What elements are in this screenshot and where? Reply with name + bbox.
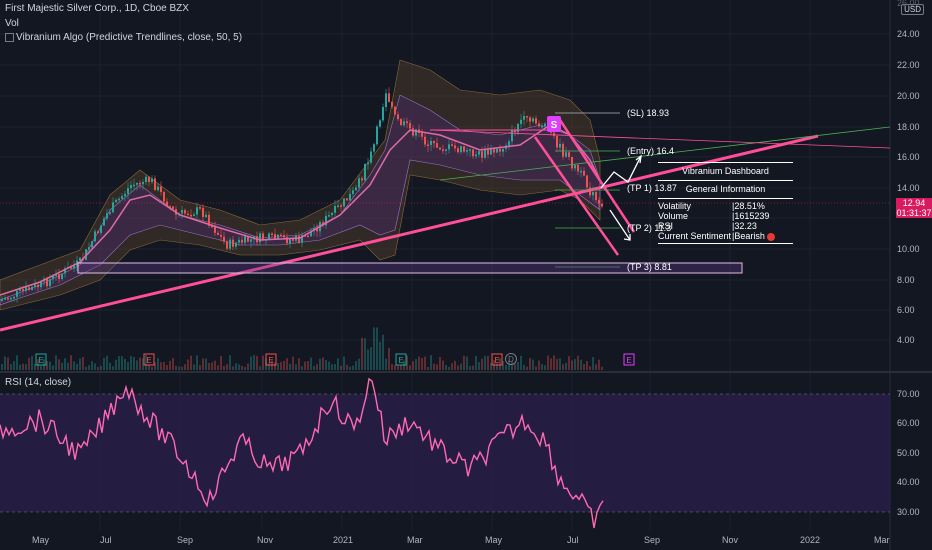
rsi-tick: 50.00	[897, 448, 920, 458]
price-tick: 18.00	[897, 122, 920, 132]
dashboard-row-volume: Volume | 1615239	[658, 211, 770, 221]
svg-text:E: E	[494, 356, 499, 365]
price-tick: 22.00	[897, 60, 920, 70]
dividend-marker: D	[505, 353, 517, 365]
tp3-label: (TP 3) 8.81	[627, 262, 672, 272]
dashboard-row-sentiment: Current Sentiment| Bearish	[658, 231, 793, 241]
rsi-line	[0, 377, 604, 529]
time-tick: 2021	[333, 535, 354, 545]
bar-countdown: 01:31:37	[896, 208, 932, 218]
price-tick: 24.00	[897, 29, 920, 39]
earnings-marker-1: E	[35, 353, 47, 366]
time-tick: Jul	[100, 535, 112, 545]
earnings-marker-5: E	[491, 353, 503, 366]
svg-text:D: D	[508, 355, 514, 364]
indicator-label: Vibranium Algo (Predictive Trendlines, c…	[16, 32, 243, 43]
price-tick: 20.00	[897, 91, 920, 101]
main-support-trendline	[0, 134, 819, 332]
price-tick: 26.00	[897, 0, 920, 8]
currency-badge[interactable]: USD	[901, 4, 924, 15]
rsi-tick: 60.00	[897, 418, 920, 428]
time-tick: Sep	[177, 535, 194, 545]
volume-legend[interactable]: Vol	[5, 18, 19, 29]
rsi-tick: 30.00	[897, 507, 920, 517]
rsi-tick: 70.00	[897, 389, 920, 399]
sell-signal-marker	[547, 116, 561, 132]
dashboard-row-volatility: Volatility | 28.51%	[658, 201, 765, 211]
stop-loss-label: (SL) 18.93	[627, 108, 670, 118]
earnings-marker-2: E	[143, 353, 155, 366]
sell-signal-label: S	[551, 120, 558, 131]
dashboard-row-rsi: RSI | 32.23	[658, 221, 757, 231]
svg-text:E: E	[626, 356, 631, 365]
rsi-tick: 40.00	[897, 477, 920, 487]
earnings-marker-3: E	[265, 353, 277, 366]
price-tick: 16.00	[897, 152, 920, 162]
bearish-dot-icon	[766, 232, 775, 241]
time-tick: Mar	[407, 535, 423, 545]
earnings-marker-6: E	[623, 353, 635, 366]
svg-text:E: E	[38, 356, 43, 365]
tp2-label: (TP 2) 11.3	[627, 223, 672, 233]
svg-text:E: E	[146, 356, 151, 365]
svg-text:E: E	[268, 356, 273, 365]
time-tick: Sep	[644, 535, 661, 545]
price-tick: 8.00	[897, 275, 915, 285]
time-tick: 2022	[800, 535, 821, 545]
time-tick: Nov	[257, 535, 274, 545]
price-tick: 14.00	[897, 183, 920, 193]
time-tick: Jul	[567, 535, 579, 545]
rsi-legend[interactable]: RSI (14, close)	[5, 377, 72, 388]
svg-text:E: E	[398, 356, 403, 365]
time-tick: Mar	[874, 535, 890, 545]
dashboard-title: Vibranium Dashboard	[682, 166, 769, 176]
price-tick: 4.00	[897, 335, 915, 345]
tp3-zone	[77, 262, 743, 274]
earnings-marker-4: E	[395, 353, 407, 366]
time-tick: Nov	[722, 535, 739, 545]
symbol-title[interactable]: First Majestic Silver Corp., 1D, Cboe BZ…	[5, 3, 189, 14]
dashboard-section: General Information	[685, 184, 766, 194]
price-tick: 6.00	[897, 305, 915, 315]
entry-label: (Entry) 16.4	[627, 146, 675, 156]
time-tick: May	[485, 535, 503, 545]
time-tick: May	[32, 535, 50, 545]
last-price: 12.94	[902, 198, 926, 208]
eye-icon[interactable]	[5, 32, 14, 42]
tp1-label: (TP 1) 13.87	[627, 183, 677, 193]
last-price-tag: 12.94 01:31:37	[896, 198, 932, 218]
price-tick: 10.00	[897, 244, 920, 254]
vibranium-dashboard: Vibranium Dashboard General Information …	[658, 160, 793, 246]
indicator-legend[interactable]: Vibranium Algo (Predictive Trendlines, c…	[5, 32, 242, 43]
